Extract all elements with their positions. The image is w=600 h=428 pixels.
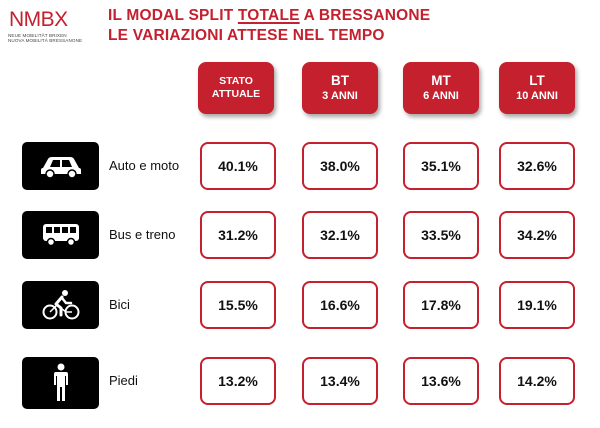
title-part-1: IL MODAL SPLIT [108, 7, 238, 24]
cell-auto-bt: 38.0% [302, 142, 378, 190]
column-header-line-2: 10 ANNI [516, 90, 558, 102]
cell-auto-lt: 32.6% [499, 142, 575, 190]
title-part-2: A BRESSANONE [299, 7, 431, 24]
column-header-stato-attuale: STATO ATTUALE [198, 62, 274, 114]
column-header-bt: BT 3 ANNI [302, 62, 378, 114]
row-label-bus: Bus e treno [109, 227, 176, 242]
cell-bici-bt: 16.6% [302, 281, 378, 329]
cell-piedi-bt: 13.4% [302, 357, 378, 405]
logo: NMBX Neue Mobilität Brixen Nuova Mobilit… [8, 9, 88, 49]
column-header-line-2: 3 ANNI [322, 90, 358, 102]
bicycle-icon [22, 281, 99, 329]
bus-icon [22, 211, 99, 259]
cell-auto-mt: 35.1% [403, 142, 479, 190]
logo-subtitle-1: Neue Mobilität Brixen [8, 33, 67, 38]
cell-bus-bt: 32.1% [302, 211, 378, 259]
pedestrian-icon [22, 357, 99, 409]
column-header-line-2: 6 ANNI [423, 90, 459, 102]
column-header-line-1: BT [331, 73, 349, 88]
logo-text: NMBX [9, 8, 68, 31]
column-header-line-2: ATTUALE [211, 88, 261, 100]
column-header-lt: LT 10 ANNI [499, 62, 575, 114]
cell-bus-stato-attuale: 31.2% [200, 211, 276, 259]
car-icon [22, 142, 99, 190]
cell-piedi-lt: 14.2% [499, 357, 575, 405]
title-line-1: IL MODAL SPLIT TOTALE A BRESSANONE [108, 6, 430, 26]
cell-bici-lt: 19.1% [499, 281, 575, 329]
title-line-2: LE VARIAZIONI ATTESE NEL TEMPO [108, 27, 385, 44]
row-label-bici: Bici [109, 297, 130, 312]
logo-subtitle-2: Nuova Mobilità Bressanone [8, 38, 83, 44]
cell-bici-mt: 17.8% [403, 281, 479, 329]
cell-auto-stato-attuale: 40.1% [200, 142, 276, 190]
cell-piedi-mt: 13.6% [403, 357, 479, 405]
title-underlined-word: TOTALE [237, 7, 300, 24]
cell-bici-stato-attuale: 15.5% [200, 281, 276, 329]
row-label-auto: Auto e moto [109, 158, 180, 173]
cell-piedi-stato-attuale: 13.2% [200, 357, 276, 405]
logo-mark: NMBX [8, 9, 88, 31]
column-header-line-1: MT [431, 73, 451, 88]
column-header-mt: MT 6 ANNI [403, 62, 479, 114]
column-header-line-1: LT [529, 73, 545, 88]
column-header-line-1: STATO [219, 75, 253, 87]
cell-bus-lt: 34.2% [499, 211, 575, 259]
cell-bus-mt: 33.5% [403, 211, 479, 259]
row-label-piedi: Piedi [109, 373, 138, 388]
page-title: IL MODAL SPLIT TOTALE A BRESSANONE LE VA… [108, 6, 430, 46]
